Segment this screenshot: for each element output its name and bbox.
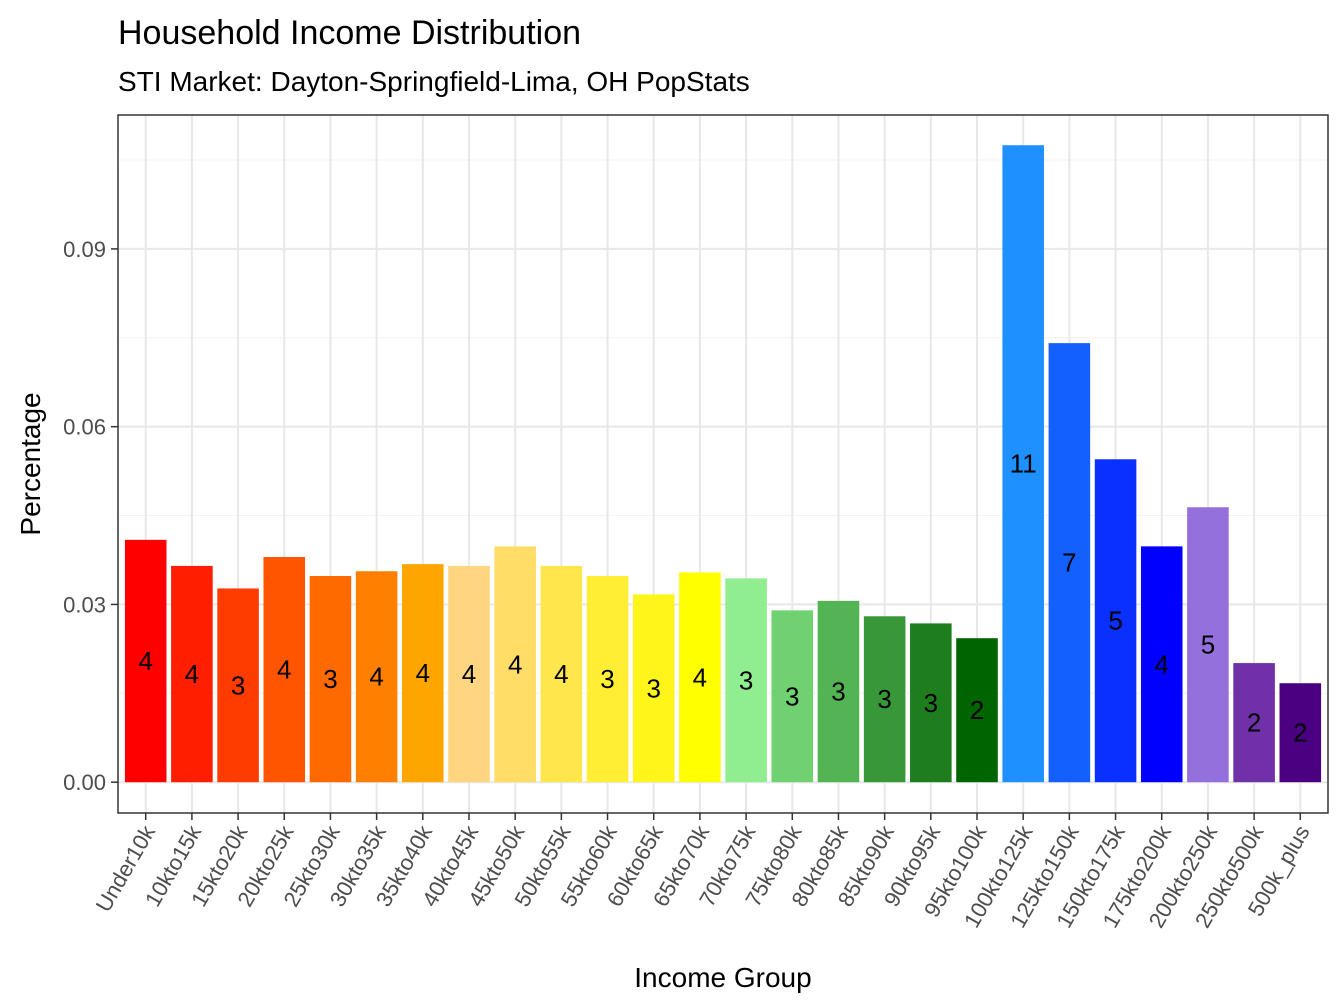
y-tick-label: 0.09 [63, 237, 106, 262]
y-axis: 0.00 0.03 0.06 0.09 [63, 237, 118, 795]
data-label-125kto150k: 7 [1062, 548, 1076, 578]
data-labels: 4 4 3 4 3 4 4 4 4 4 3 3 4 3 3 3 3 3 2 11 7 5 4 5 2 2 [138, 449, 1307, 748]
data-label-45kto50k: 4 [508, 649, 522, 679]
y-axis-title: Percentage [15, 392, 46, 535]
bar-125kto150k [1048, 343, 1091, 783]
data-label-90kto95k: 3 [924, 688, 938, 718]
data-label-200kto250k: 5 [1201, 630, 1215, 660]
bar-100kto125k [1002, 145, 1044, 783]
x-axis-title: Income Group [634, 962, 811, 993]
data-label-25kto30k: 3 [323, 664, 337, 694]
bar-95kto100k [956, 638, 998, 783]
data-label-Under10k: 4 [138, 646, 152, 676]
data-label-95kto100k: 2 [970, 695, 984, 725]
data-label-65kto70k: 4 [693, 662, 707, 692]
plot-panel-border [117, 114, 1329, 814]
data-label-70kto75k: 3 [739, 665, 753, 695]
chart-title: Household Income Distribution [118, 14, 581, 52]
data-label-80kto85k: 3 [831, 677, 845, 707]
bar-60kto65k [632, 594, 675, 783]
bar-55kto60k [586, 575, 629, 783]
bar-Under10k [124, 539, 167, 783]
data-label-40kto45k: 4 [462, 659, 476, 689]
x-axis: Under10k10kto15k15kto20k20kto25k25kto30k… [91, 813, 1315, 932]
data-label-175kto200k: 4 [1155, 649, 1169, 679]
bar-75kto80k [771, 610, 814, 783]
bar-250kto500k [1233, 663, 1275, 783]
bar-200kto250k [1187, 507, 1229, 783]
data-label-500k_plus: 2 [1293, 718, 1307, 748]
bar-45kto50k [494, 546, 536, 783]
bar-85kto90k [863, 616, 906, 783]
y-tick-label: 0.00 [63, 770, 106, 795]
y-tick-label: 0.06 [63, 415, 106, 440]
bar-500k_plus [1279, 683, 1322, 783]
bar-70kto75k [725, 578, 767, 783]
bar-150kto175k [1094, 459, 1137, 783]
data-label-30kto35k: 4 [369, 662, 383, 692]
y-tick-label: 0.03 [63, 592, 106, 617]
data-label-50kto55k: 4 [554, 659, 568, 689]
data-label-100kto125k: 11 [1010, 449, 1037, 479]
bar-10kto15k [171, 565, 213, 783]
data-label-150kto175k: 5 [1108, 606, 1122, 636]
data-label-75kto80k: 3 [785, 681, 799, 711]
data-label-250kto500k: 2 [1247, 708, 1261, 738]
data-label-20kto25k: 4 [277, 655, 291, 685]
data-label-55kto60k: 3 [600, 664, 614, 694]
data-label-35kto40k: 4 [416, 658, 430, 688]
bar-40kto45k [448, 565, 490, 783]
data-label-15kto20k: 3 [231, 670, 245, 700]
bar-90kto95k [910, 623, 952, 783]
bar-25kto30k [309, 575, 352, 783]
chart-subtitle: STI Market: Dayton-Springfield-Lima, OH … [118, 66, 750, 97]
bar-50kto55k [540, 565, 583, 783]
bar-15kto20k [217, 588, 259, 783]
data-label-85kto90k: 3 [877, 684, 891, 714]
bar-175kto200k [1140, 546, 1183, 783]
bar-20kto25k [263, 557, 306, 783]
bars [124, 145, 1322, 783]
bar-35kto40k [402, 564, 444, 783]
bar-65kto70k [679, 572, 721, 783]
bar-80kto85k [817, 600, 860, 783]
data-label-60kto65k: 3 [646, 673, 660, 703]
bar-30kto35k [355, 571, 398, 783]
data-label-10kto15k: 4 [185, 659, 199, 689]
